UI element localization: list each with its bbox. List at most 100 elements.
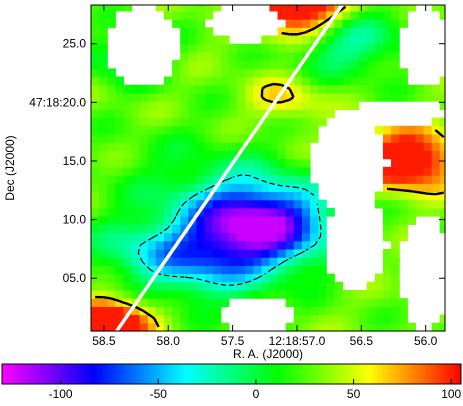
heatmap-cell [326,76,335,86]
heatmap-cell [131,289,141,299]
heatmap-cell [245,117,254,127]
dashed-contour-segment [149,268,153,272]
heatmap-cell [318,289,327,299]
heatmap-cell [115,175,125,184]
heatmap-cell [350,43,360,53]
heatmap-cell [147,298,157,307]
heatmap-cell [147,265,157,275]
heatmap-cell [374,51,384,61]
dashed-contour-segment [248,277,258,283]
heatmap-cell [342,68,352,78]
heatmap-cell [212,125,222,135]
heatmap-cell [431,191,441,201]
heatmap-cell [399,5,408,12]
heatmap-cell [155,314,165,324]
heatmap-cell [391,281,400,291]
heatmap-cell [407,92,416,102]
heatmap-cell [155,125,165,135]
heatmap-cell [196,216,206,225]
heatmap-cell [115,84,125,94]
heatmap-cell [115,281,125,291]
heatmap-cell [155,257,165,266]
solid-contour-segment [143,310,153,318]
heatmap-cell [309,92,319,102]
heatmap-cell [350,68,360,78]
heatmap-cell [155,298,165,307]
heatmap-cell [212,199,222,209]
heatmap-cell [204,51,214,61]
heatmap-cell [188,306,198,316]
heatmap-cell [245,68,254,78]
heatmap-cell [431,92,441,102]
dashed-contour-segment [273,262,282,269]
heatmap-cell [236,289,246,299]
heatmap-cell [188,84,198,94]
heatmap-cell [318,207,327,217]
heatmap-cell [188,27,198,37]
heatmap-cell [212,43,222,53]
heatmap-cell [123,232,133,242]
heatmap-cell [382,248,392,258]
heatmap-cell [293,142,303,152]
heatmap-cell [407,322,416,332]
heatmap-cell [163,273,173,283]
heatmap-cell [180,207,189,217]
heatmap-cell [212,101,222,110]
heatmap-cell [147,175,157,184]
heatmap-cell [350,101,360,110]
heatmap-cell [245,109,254,119]
heatmap-cell [212,314,222,324]
heatmap-cell [115,298,125,307]
heatmap-cell [220,92,230,102]
heatmap-cell [188,68,198,78]
heatmap-cell [147,248,157,258]
heatmap-cell [285,10,295,20]
heatmap-cell [293,273,303,283]
solid-contour-segment [289,96,295,101]
heatmap-cell [245,207,254,217]
heatmap-cell [115,306,125,316]
heatmap-cell [228,101,238,110]
heatmap-cell [293,101,303,110]
heatmap-cell [115,240,125,250]
heatmap-cell [220,84,230,94]
heatmap-cell [107,109,116,119]
solid-contour-segment [395,188,404,192]
heatmap-cell [115,76,125,86]
solid-contour-segment [281,98,291,104]
heatmap-cell [285,257,295,266]
heatmap-cell [228,265,238,275]
x-tick-label: 58.5 [92,334,116,348]
heatmap-cell [318,306,327,316]
heatmap-cell [147,84,157,94]
heatmap-cell [382,76,392,86]
heatmap-cell [123,207,133,217]
heatmap-cell [301,175,311,184]
heatmap-cell [107,257,116,266]
heatmap-cell [253,109,262,119]
heatmap-cell [358,84,368,94]
solid-contour-segment [322,17,331,25]
heatmap-cell [115,232,125,242]
heatmap-cell [342,60,352,69]
heatmap-cell [204,216,214,225]
heatmap-cell [253,158,262,168]
heatmap-cell [269,109,279,119]
dashed-contour-segment [183,196,193,204]
heatmap-cell [172,68,181,78]
heatmap-cell [115,117,125,127]
heatmap-cell [293,257,303,266]
heatmap-cell [269,224,279,234]
heatmap-cell [91,142,100,152]
heatmap-cell [172,5,181,12]
heatmap-cell [245,51,254,61]
heatmap-cell [245,273,254,283]
heatmap-cell [245,183,254,193]
heatmap-cell [107,19,116,28]
heatmap-cell [107,281,116,291]
heatmap-cell [293,248,303,258]
heatmap-cell [212,322,222,332]
heatmap-cell [220,158,230,168]
heatmap-cell [269,117,279,127]
heatmap-cell [439,191,446,201]
